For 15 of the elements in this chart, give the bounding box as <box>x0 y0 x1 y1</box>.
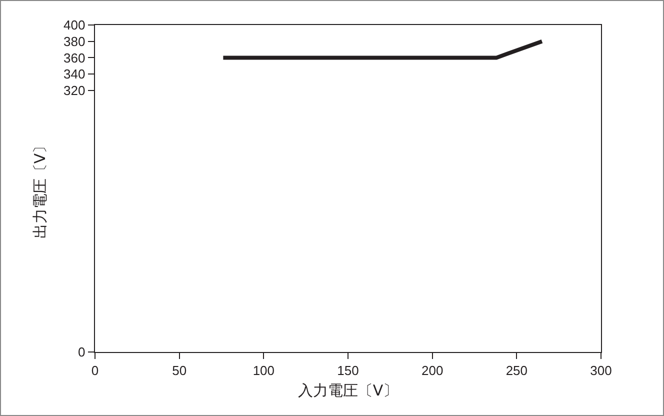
y-tick-label: 380 <box>63 34 86 49</box>
x-tick-label: 150 <box>337 362 359 378</box>
y-tick-label: 360 <box>63 50 86 66</box>
y-tick-label: 340 <box>63 66 86 82</box>
y-tick-label: 400 <box>63 18 86 33</box>
y-tick-label: 320 <box>63 82 86 98</box>
x-tick-label: 250 <box>506 362 528 378</box>
x-tick-label: 300 <box>590 362 612 378</box>
x-tick-label: 0 <box>91 362 99 378</box>
y-tick-label: 0 <box>78 344 86 360</box>
x-tick-label: 50 <box>172 362 187 378</box>
x-tick-label: 200 <box>421 362 444 378</box>
x-axis-title: 入力電圧〔V〕 <box>298 382 398 400</box>
x-tick-label: 100 <box>252 362 275 378</box>
y-axis-title: 出力電圧〔V〕 <box>30 138 49 239</box>
